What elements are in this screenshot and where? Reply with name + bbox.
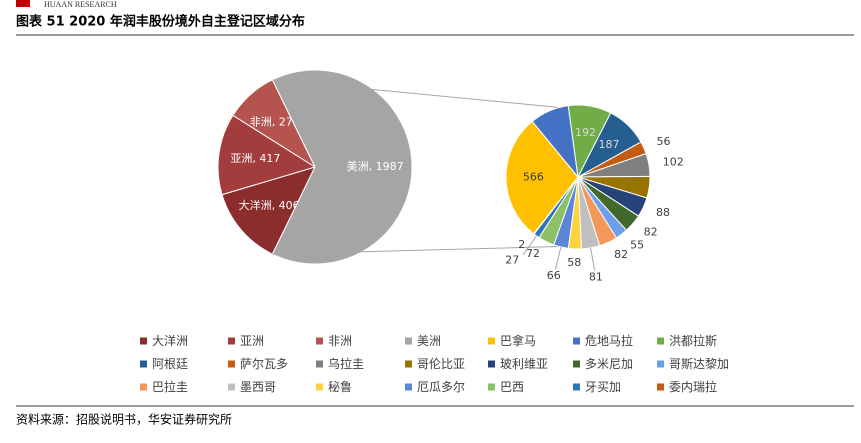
legend-swatch [488, 337, 495, 345]
legend-swatch [657, 383, 664, 391]
legend-label: 洪都拉斯 [669, 333, 717, 348]
slice-label: 566 [523, 171, 544, 184]
legend-swatch [488, 360, 495, 368]
legend-label: 大洋洲 [152, 333, 188, 348]
legend-swatch [228, 337, 235, 345]
chart-title: 图表 51 2020 年润丰股份境外自主登记区域分布 [16, 14, 305, 30]
legend-label: 危地马拉 [585, 333, 633, 348]
slice-label: 56 [657, 135, 671, 148]
legend-label: 非洲 [328, 334, 352, 348]
legend-label: 玻利维亚 [500, 357, 548, 371]
leader-line [590, 247, 596, 271]
legend-swatch [140, 383, 147, 391]
slice-label: 192 [575, 126, 596, 139]
legend-label: 墨西哥 [240, 380, 276, 394]
slice-label: 72 [526, 247, 540, 260]
legend-swatch [488, 383, 495, 391]
slice-label: 102 [663, 156, 684, 169]
slice-label: 81 [589, 270, 603, 283]
slice-label: 66 [547, 269, 561, 282]
legend-swatch [405, 337, 412, 345]
slice-label: 82 [644, 226, 658, 239]
legend-label: 巴拿马 [500, 333, 536, 348]
legend-label: 牙买加 [585, 380, 621, 394]
legend-label: 亚洲 [240, 334, 264, 348]
slice-label: 大洋洲, 406 [239, 198, 300, 212]
legend-label: 乌拉圭 [328, 356, 364, 371]
logo [16, 0, 30, 7]
legend-label: 阿根廷 [152, 357, 188, 371]
leader-line [554, 246, 562, 270]
legend-label: 哥斯达黎加 [669, 357, 729, 371]
legend-swatch [657, 337, 664, 345]
slice-label: 非洲, 272 [250, 115, 300, 128]
legend-label: 委内瑞拉 [669, 379, 717, 394]
slice-label: 187 [598, 138, 619, 151]
slice-label: 亚洲, 417 [230, 152, 280, 165]
legend-swatch [573, 337, 580, 345]
legend-label: 厄瓜多尔 [417, 379, 465, 394]
slice-label: 2 [518, 238, 525, 251]
legend-swatch [405, 383, 412, 391]
pie-slice [271, 69, 413, 265]
connector-line [272, 79, 560, 108]
pie-slice [505, 120, 579, 235]
legend-swatch [316, 337, 323, 345]
brand: HUAAN RESEARCH [44, 0, 117, 9]
pie-slice [532, 176, 579, 235]
legend-label: 巴西 [500, 380, 524, 394]
slice-label: 88 [656, 206, 670, 219]
slice-label: 27 [505, 253, 519, 266]
legend-swatch [140, 337, 147, 345]
legend-swatch [228, 383, 235, 391]
legend-label: 哥伦比亚 [417, 356, 465, 371]
legend-label: 秘鲁 [328, 380, 352, 394]
legend-label: 美洲 [417, 334, 441, 348]
legend-swatch [573, 383, 580, 391]
legend-swatch [140, 360, 147, 368]
legend-label: 巴拉圭 [152, 379, 188, 394]
legend-swatch [657, 360, 664, 368]
slice-label: 美洲, 1987 [347, 160, 404, 173]
leader-line [522, 235, 537, 255]
legend-swatch [405, 360, 412, 368]
connector-line [272, 246, 560, 255]
legend-swatch [316, 360, 323, 368]
pie-slice [221, 166, 316, 255]
source: 资料来源：招股说明书，华安证券研究所 [16, 412, 232, 427]
legend-label: 萨尔瓦多 [240, 356, 288, 371]
slice-label: 55 [630, 238, 644, 251]
pie-slice [217, 114, 317, 196]
slice-label: 58 [567, 256, 581, 269]
slice-label: 82 [614, 248, 628, 261]
legend-swatch [228, 360, 235, 368]
legend-swatch [316, 383, 323, 391]
legend-swatch [573, 360, 580, 368]
legend-label: 多米尼加 [585, 357, 633, 371]
